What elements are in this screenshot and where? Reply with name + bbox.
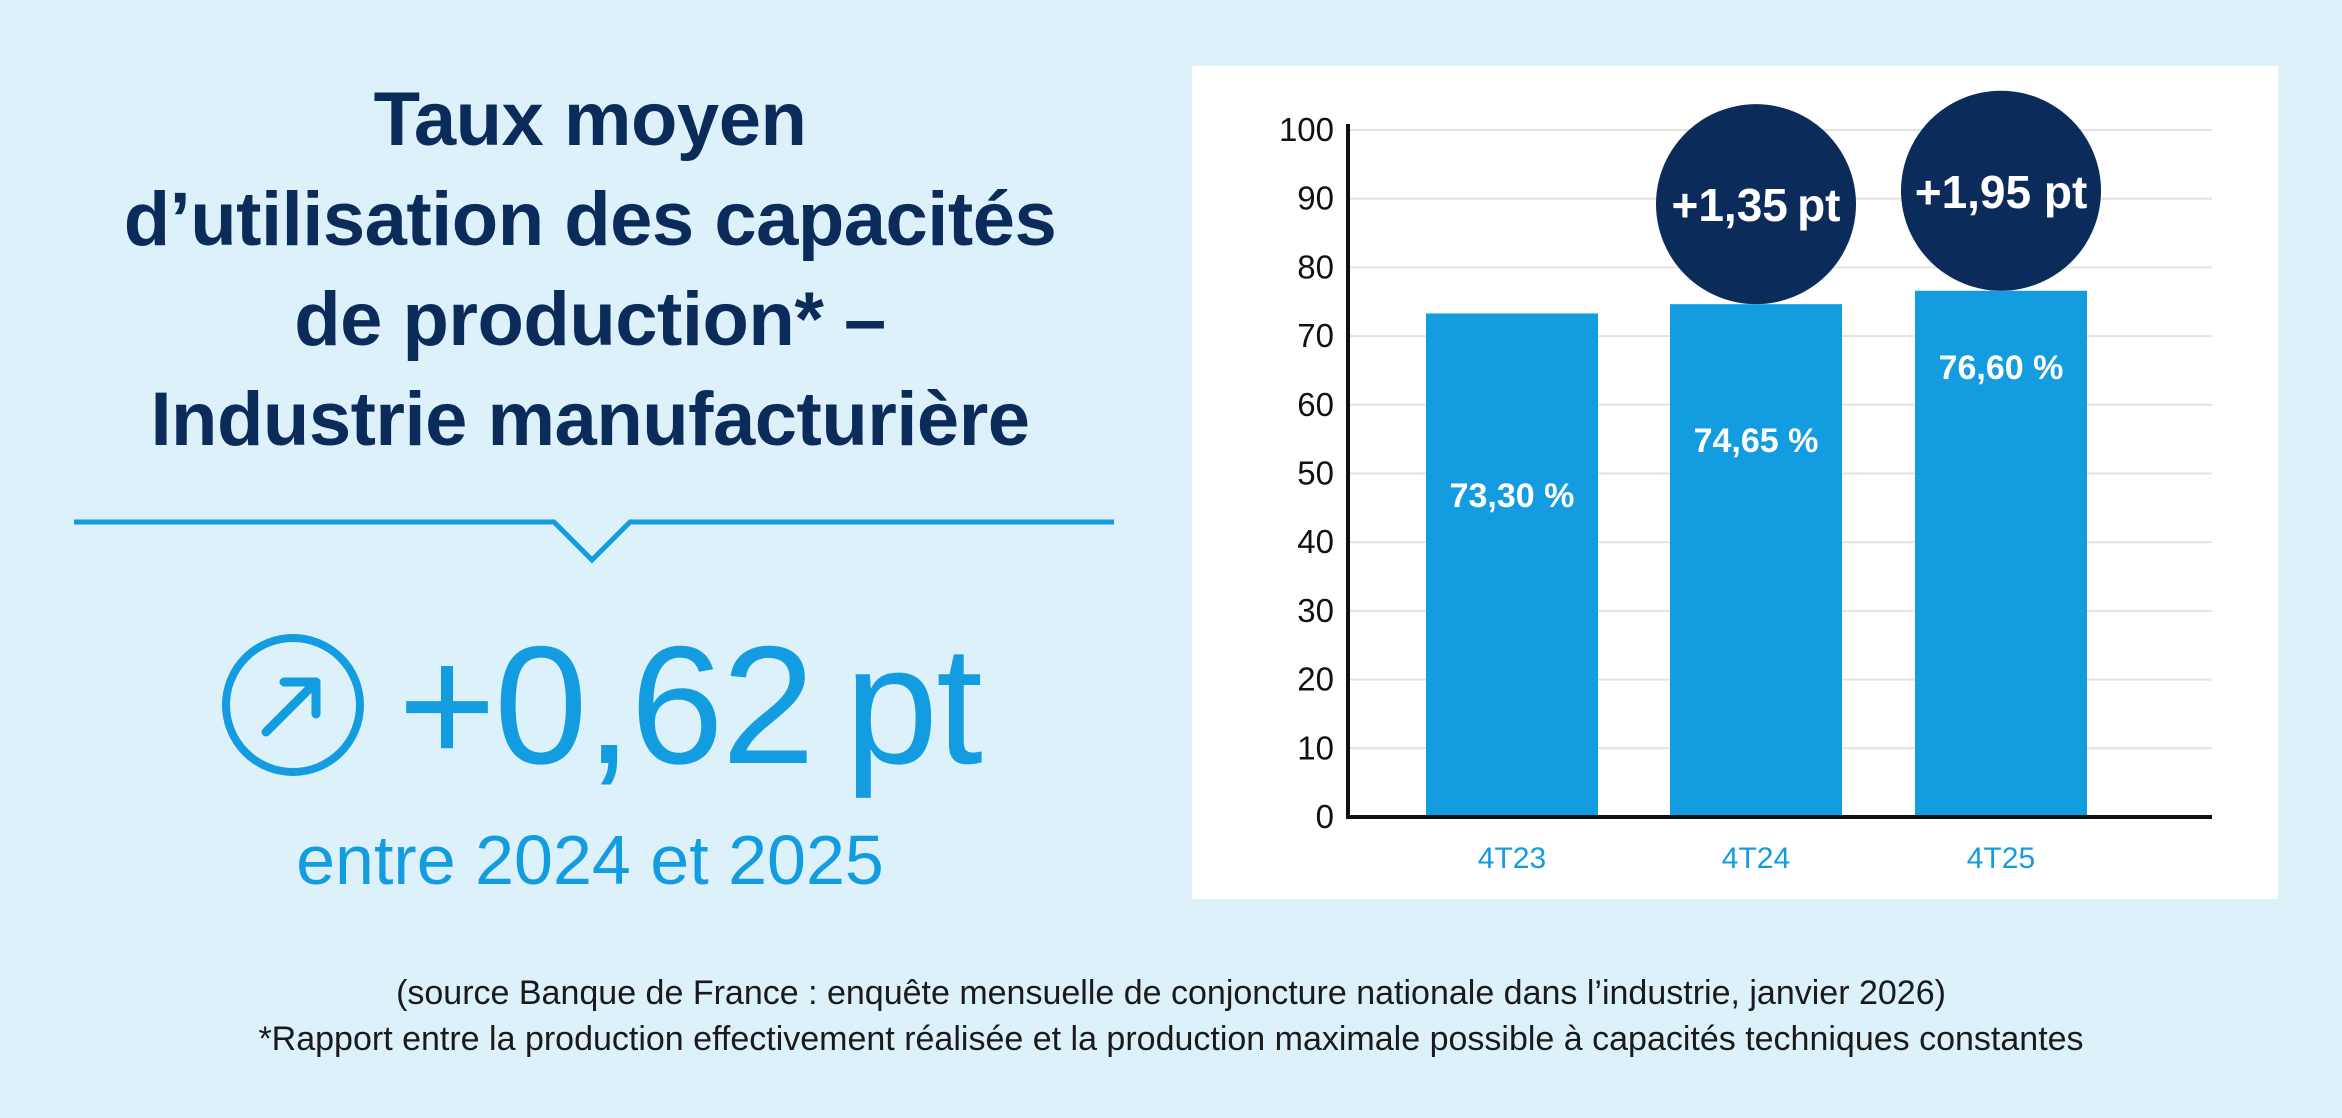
- bar: [1915, 290, 2087, 817]
- y-tick-label: 80: [1297, 248, 1334, 285]
- page-title: Taux moyen d’utilisation des capacités d…: [60, 70, 1120, 470]
- footnotes: (source Banque de France : enquête mensu…: [40, 970, 2302, 1062]
- change-bubble: [1901, 90, 2101, 291]
- y-tick-label: 60: [1297, 386, 1334, 423]
- y-tick-label: 40: [1297, 523, 1334, 560]
- kpi: +0,62 pt: [218, 610, 983, 800]
- y-tick-label: 70: [1297, 317, 1334, 354]
- title-line: de production* –: [294, 277, 886, 362]
- change-label: +1,95 pt: [1915, 166, 2088, 218]
- bar-chart: 0 10 20 30 40 50 60 70 80 90 100 73,30 % 4T23 74,65 %…: [1279, 90, 2212, 875]
- title-line: Industrie manufacturière: [150, 377, 1030, 462]
- bar-value-label: 73,30 %: [1450, 477, 1575, 515]
- y-tick-label: 0: [1316, 798, 1334, 835]
- bar: [1426, 313, 1598, 817]
- bar-value-label: 76,60 %: [1939, 349, 2064, 387]
- x-tick-label: 4T25: [1967, 842, 2035, 875]
- x-tick-label: 4T23: [1478, 842, 1546, 875]
- change-label: +1,35 pt: [1671, 179, 1840, 231]
- y-tick-label: 100: [1279, 111, 1334, 148]
- y-tick-label: 20: [1297, 661, 1334, 698]
- y-tick-label: 50: [1297, 455, 1334, 492]
- title-line: Taux moyen: [373, 77, 807, 162]
- bar-value-label: 74,65 %: [1694, 422, 1819, 460]
- kpi-value: +0,62 pt: [398, 611, 983, 799]
- y-tick-label: 30: [1297, 592, 1334, 629]
- source-note: (source Banque de France : enquête mensu…: [396, 974, 1946, 1012]
- divider-with-pointer: [74, 519, 1114, 564]
- arrow-up-right-circle-icon: [222, 634, 364, 776]
- change-bubble: [1656, 104, 1856, 305]
- chart-panel: 0 10 20 30 40 50 60 70 80 90 100 73,30 % 4T23 74,65 %…: [1192, 66, 2278, 899]
- y-tick-label: 90: [1297, 180, 1334, 217]
- title-line: d’utilisation des capacités: [123, 177, 1057, 262]
- x-tick-label: 4T24: [1722, 842, 1790, 875]
- kpi-period: entre 2024 et 2025: [296, 821, 884, 899]
- bar: [1670, 304, 1842, 817]
- definition-note: *Rapport entre la production effectiveme…: [258, 1020, 2084, 1058]
- y-tick-label: 10: [1297, 729, 1334, 766]
